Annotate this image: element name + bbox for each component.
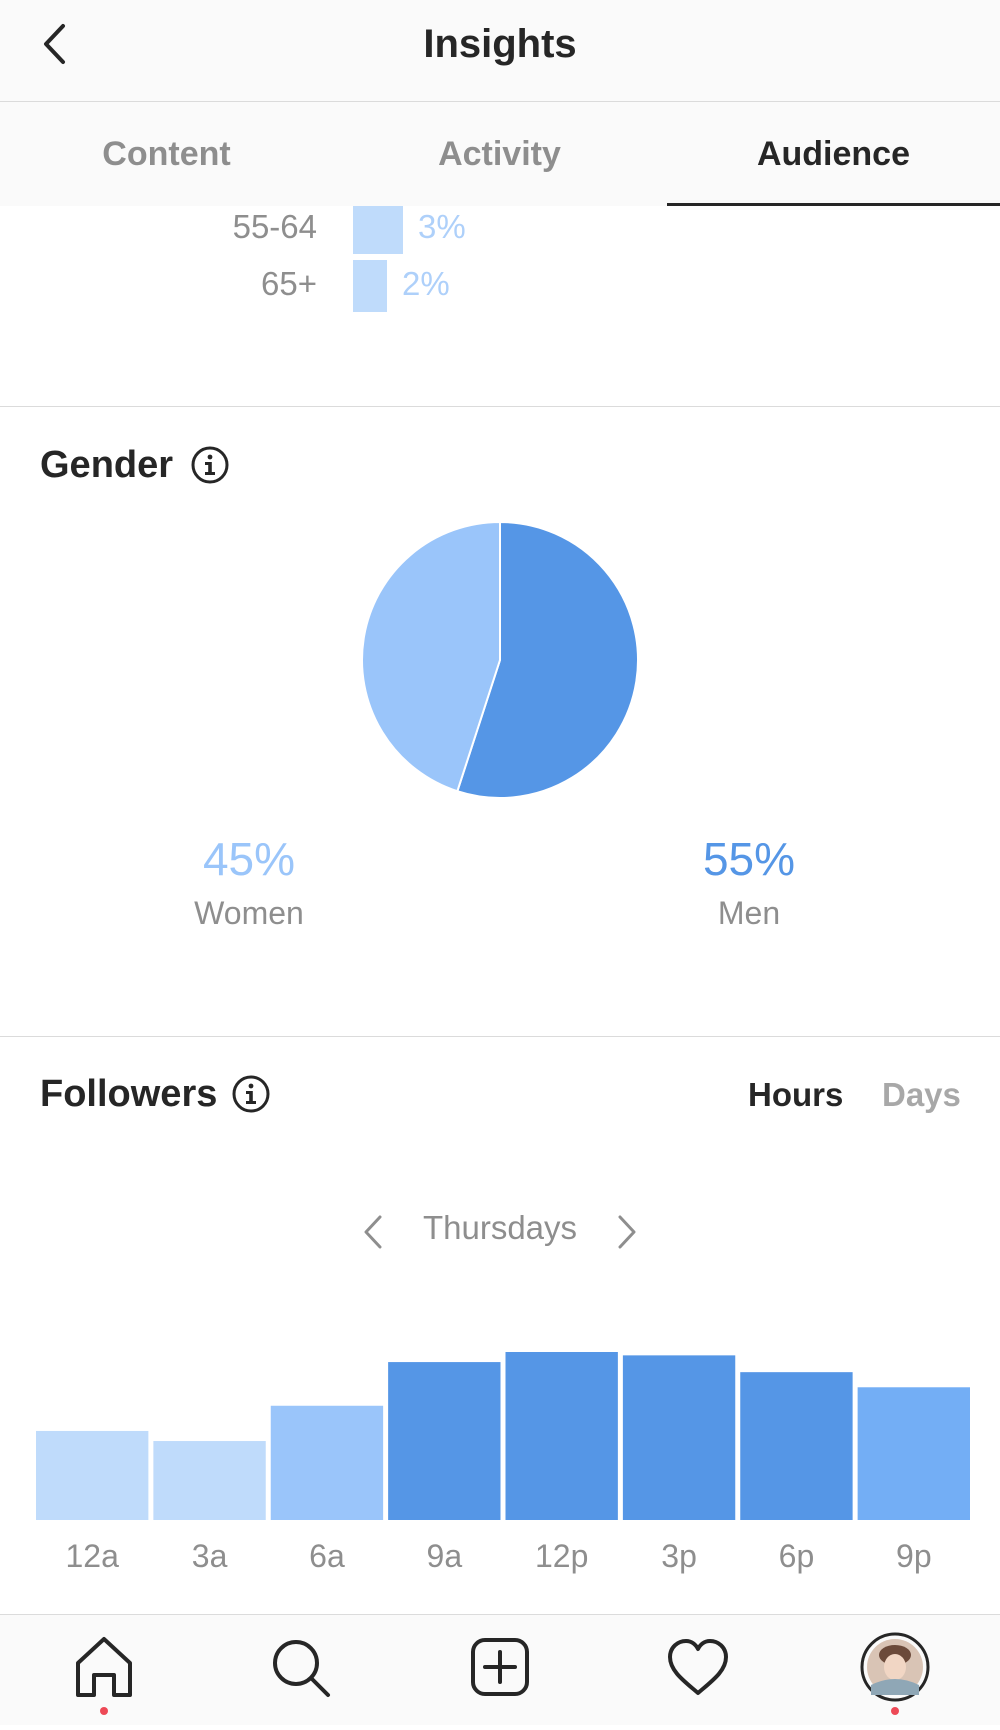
hour-tick-label: 3p	[661, 1538, 697, 1574]
age-percentage: 2%	[402, 265, 450, 302]
hour-bar	[153, 1441, 266, 1520]
chevron-left-icon	[44, 24, 65, 64]
tab-bar: Content Activity Audience	[0, 102, 1000, 206]
tab-active-indicator	[667, 203, 1000, 206]
followers-hourly-chart	[36, 1352, 970, 1520]
women-percentage: 45%	[202, 833, 296, 885]
hour-tick-label: 12a	[65, 1538, 119, 1574]
section-divider	[0, 1036, 1000, 1037]
tab-activity[interactable]: Activity	[438, 135, 561, 173]
search-tab[interactable]	[250, 1615, 350, 1725]
hour-tick-label: 9a	[426, 1538, 463, 1574]
day-label: Thursdays	[422, 1209, 578, 1246]
age-bar	[353, 260, 387, 312]
info-icon[interactable]	[231, 1074, 271, 1114]
pie-slice-men	[456, 520, 639, 799]
men-label: Men	[717, 895, 781, 931]
search-icon	[273, 1640, 330, 1697]
age-bar	[353, 206, 403, 254]
tab-content[interactable]: Content	[102, 135, 231, 173]
hour-tick-label: 9p	[896, 1538, 932, 1574]
pie-slice-women	[361, 520, 501, 793]
notification-dot	[100, 1707, 108, 1715]
age-percentage: 3%	[418, 208, 466, 245]
hour-bar	[388, 1362, 501, 1520]
hour-tick-label: 6p	[778, 1538, 815, 1574]
heart-icon	[668, 1639, 728, 1695]
followers-title: Followers	[40, 1073, 218, 1115]
profile-avatar	[860, 1632, 930, 1702]
new-post-tab[interactable]	[450, 1615, 550, 1725]
hour-tick-label: 3a	[191, 1538, 228, 1574]
age-range-label: 55-64	[232, 208, 317, 245]
hour-tick-label: 12p	[534, 1538, 589, 1574]
page-title: Insights	[423, 22, 577, 66]
header-bar: Insights	[0, 0, 1000, 102]
hours-toggle[interactable]: Hours	[748, 1076, 844, 1113]
activity-tab[interactable]	[648, 1615, 748, 1725]
hour-bar	[270, 1405, 384, 1520]
hour-bar	[622, 1355, 736, 1520]
hour-bar	[36, 1430, 149, 1520]
back-button[interactable]	[30, 12, 94, 82]
hour-bar	[505, 1352, 618, 1520]
men-percentage: 55%	[702, 833, 796, 885]
hour-tick-label: 6a	[309, 1538, 345, 1574]
next-day-button[interactable]	[606, 1207, 646, 1257]
women-label: Women	[194, 895, 304, 931]
tab-audience[interactable]: Audience	[756, 135, 911, 173]
age-range-label: 65+	[261, 265, 317, 302]
section-divider	[0, 406, 1000, 407]
hour-bar	[857, 1387, 970, 1520]
hour-bar	[740, 1372, 853, 1520]
gender-pie-chart	[361, 520, 639, 799]
new-post-icon	[471, 1638, 529, 1696]
gender-title: Gender	[40, 444, 174, 486]
bottom-navigation	[0, 1614, 1000, 1725]
days-toggle[interactable]: Days	[882, 1076, 961, 1113]
info-icon[interactable]	[190, 445, 230, 485]
profile-tab[interactable]	[845, 1615, 945, 1725]
previous-day-button[interactable]	[354, 1207, 394, 1257]
home-tab[interactable]	[54, 1615, 154, 1725]
notification-dot	[891, 1707, 899, 1715]
home-icon	[76, 1637, 132, 1697]
